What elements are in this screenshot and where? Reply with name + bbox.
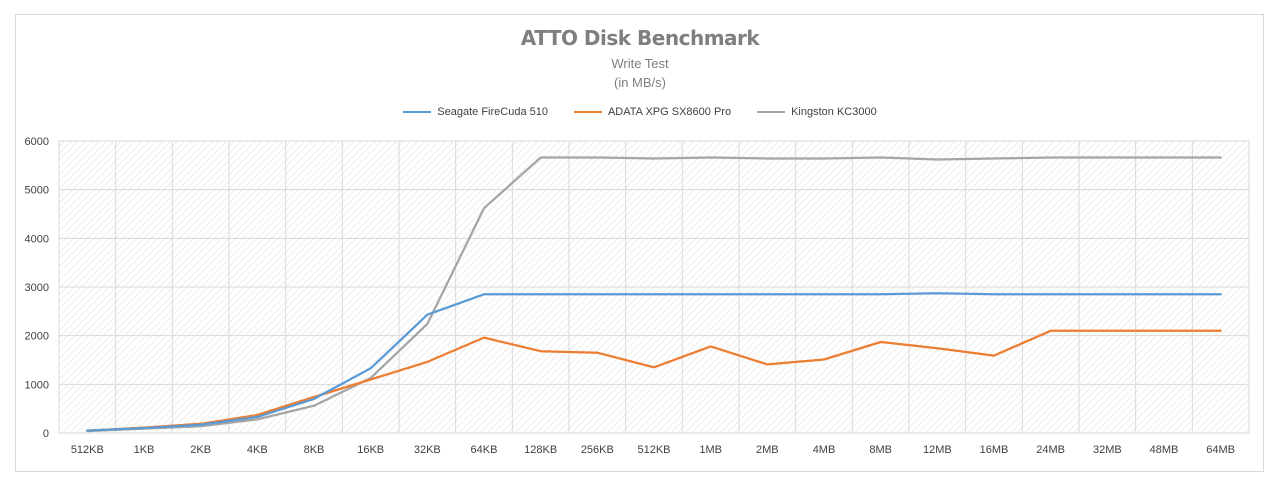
chart-subtitle: Write Test — [611, 56, 669, 71]
x-tick-label: 512KB — [637, 444, 670, 456]
x-tick-label: 8MB — [869, 444, 892, 456]
series-line-seagate-firecuda-510 — [86, 292, 1222, 432]
series-line-kingston-kc3000 — [86, 156, 1222, 433]
y-tick-label: 5000 — [25, 185, 49, 197]
chart-title: ATTO Disk Benchmark — [520, 26, 760, 50]
series-line-adata-xpg-sx8600-pro — [86, 329, 1222, 432]
chart-units: (in MB/s) — [614, 75, 666, 90]
x-tick-label: 2MB — [756, 444, 779, 456]
legend-item: Kingston KC3000 — [757, 106, 877, 118]
x-tick-label: 1MB — [699, 444, 722, 456]
x-tick-label: 4MB — [813, 444, 836, 456]
legend-swatch — [403, 111, 432, 113]
chart-legend: Seagate FireCuda 510 ADATA XPG SX8600 Pro… — [0, 106, 1280, 118]
x-tick-label: 12MB — [923, 444, 952, 456]
x-tick-label: 64KB — [471, 444, 498, 456]
y-tick-label: 2000 — [25, 331, 49, 343]
x-tick-label: 48MB — [1150, 444, 1179, 456]
y-tick-label: 6000 — [25, 136, 49, 148]
x-tick-label: 32KB — [414, 444, 441, 456]
x-tick-label: 256KB — [581, 444, 614, 456]
legend-label: ADATA XPG SX8600 Pro — [607, 106, 732, 118]
x-tick-label: 1KB — [134, 444, 155, 456]
legend-item: ADATA XPG SX8600 Pro — [573, 106, 732, 118]
y-tick-label: 1000 — [25, 379, 49, 391]
legend-swatch — [573, 111, 602, 113]
x-tick-label: 8KB — [304, 444, 325, 456]
legend-label: Kingston KC3000 — [791, 106, 877, 118]
x-tick-label: 4KB — [247, 444, 268, 456]
x-tick-label: 128KB — [524, 444, 557, 456]
x-tick-label: 16KB — [357, 444, 384, 456]
x-tick-label: 16MB — [980, 444, 1009, 456]
y-tick-label: 3000 — [25, 282, 49, 294]
y-tick-label: 4000 — [25, 233, 49, 245]
y-tick-label: 0 — [43, 428, 49, 440]
x-tick-label: 24MB — [1036, 444, 1065, 456]
legend-label: Seagate FireCuda 510 — [437, 106, 548, 118]
legend-item: Seagate FireCuda 510 — [403, 106, 548, 118]
x-tick-label: 512KB — [71, 444, 104, 456]
x-tick-label: 64MB — [1206, 444, 1235, 456]
x-tick-label: 2KB — [190, 444, 211, 456]
legend-swatch — [757, 111, 786, 113]
x-tick-label: 32MB — [1093, 444, 1122, 456]
